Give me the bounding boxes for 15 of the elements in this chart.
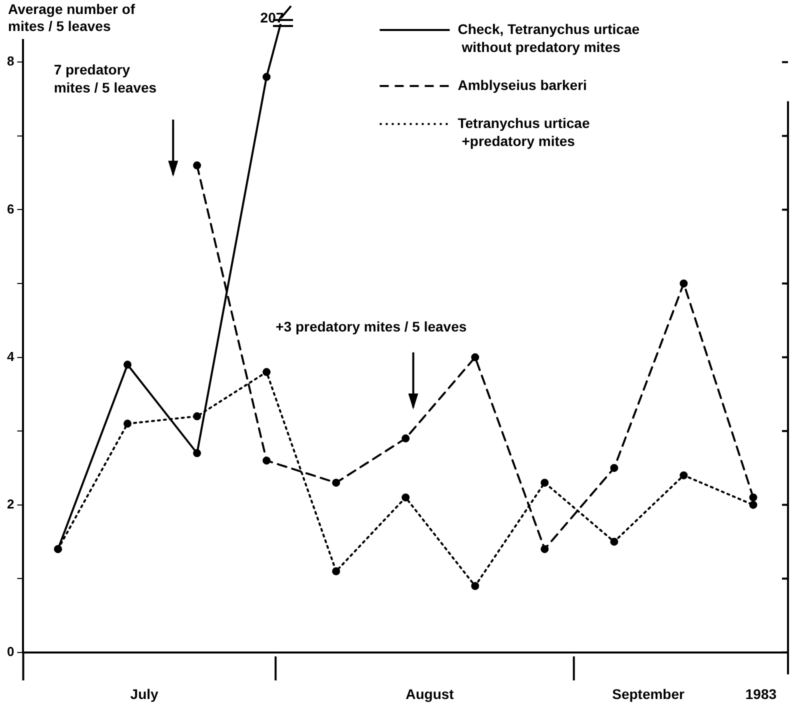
y-tick-label: 0 <box>6 644 14 659</box>
annotation: 7 predatory mites / 5 leaves <box>54 61 157 96</box>
y-axis-title: Average number of mites / 5 leaves <box>8 0 136 34</box>
y-tick-label: 6 <box>6 201 14 216</box>
text: September <box>612 686 686 702</box>
legend-label: Check, Tetranychus urticae without predatory mites <box>458 20 640 55</box>
text: August <box>406 686 454 702</box>
legend-label: Tetranychus urticae +predatory mites <box>458 114 590 149</box>
y-tick-label: 4 <box>6 348 15 364</box>
text: 1983 <box>745 686 777 702</box>
text: July <box>130 686 159 702</box>
annotation: +3 predatory mites / 5 leaves <box>276 318 467 335</box>
legend-label: Amblyseius barkeri <box>458 76 587 93</box>
y-tick-label: 8 <box>6 54 14 69</box>
y-tick-label: 2 <box>6 496 14 512</box>
